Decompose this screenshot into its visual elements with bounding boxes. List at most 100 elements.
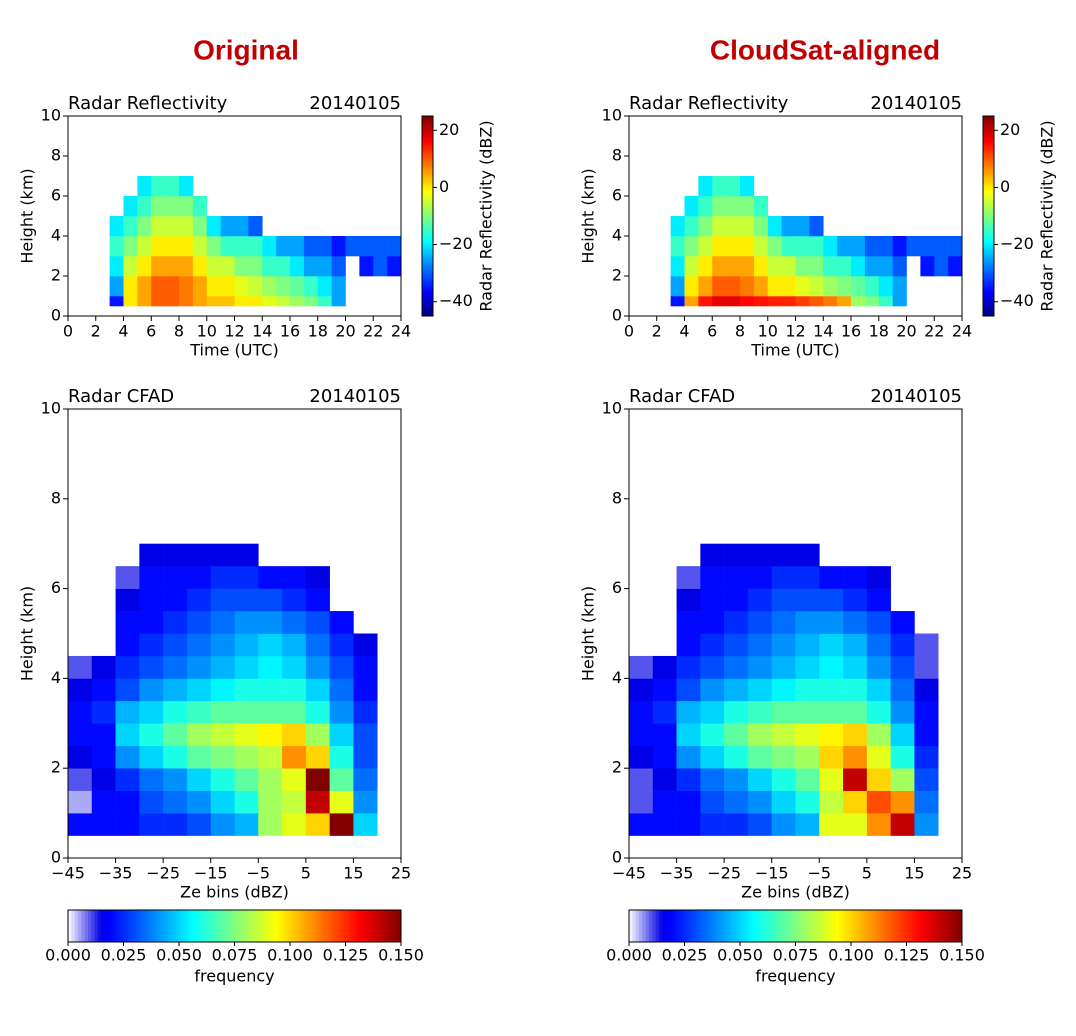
heatmap-cell [781,276,796,297]
heatmap-cell [652,655,677,679]
heatmap-cell [878,236,893,257]
x-tick-label: 0 [63,322,73,341]
heatmap-cell [163,745,188,769]
colorbar-segment [983,308,994,311]
heatmap-cell [248,236,263,257]
colorbar-tick-label: 0.150 [378,946,424,965]
heatmap-cell [700,633,725,657]
colorbar-segment [983,224,994,227]
colorbar-segment [983,146,994,149]
colorbar-segment [244,910,249,942]
heatmap-cell [305,633,330,657]
heatmap-cell [747,543,773,567]
colorbar-label: frequency [194,967,274,986]
heatmap-cell [329,745,354,769]
colorbar-segment [422,120,433,123]
heatmap-cell [353,655,378,679]
colorbar-segment [652,910,657,942]
colorbar-segment [983,124,994,127]
x-tick-label: 22 [924,322,944,341]
y-tick-label: 0 [51,306,61,325]
heatmap-cell [712,236,727,257]
heatmap-cell [914,655,939,679]
heatmap-cell [809,216,824,237]
heatmap-cell [305,745,330,769]
colorbar-segment [983,262,994,265]
colorbar-segment [422,128,433,131]
colorbar-segment [875,910,880,942]
colorbar-segment [822,910,826,942]
heatmap-cell [700,655,725,679]
colorbar-segment [768,910,773,942]
heatmap-cell [115,588,140,612]
heatmap-cell [206,276,221,297]
colorbar-segment [983,274,994,277]
colorbar-segment [665,910,670,942]
colorbar-segment [983,200,994,203]
heatmap-cell [115,700,140,724]
colorbar-segment [94,910,99,942]
colorbar-segment [682,910,687,942]
colorbar-segment [648,910,653,942]
colorbar-segment [915,910,920,942]
heatmap-cell [747,790,773,814]
colorbar-segment [983,272,994,275]
heatmap-cell [819,588,844,612]
heatmap-cell [192,296,208,307]
colorbar-segment [983,164,994,167]
colorbar-segment [765,910,770,942]
colorbar-segment [983,276,994,279]
heatmap-cell [864,236,880,257]
colorbar-segment [422,254,433,257]
heatmap-cell [282,745,307,769]
heatmap-cell [353,678,378,702]
colorbar-segment [422,310,433,313]
heatmap-cell [819,611,844,634]
colorbar-segment [297,910,302,942]
y-tick-label: 4 [612,226,622,245]
heatmap-cell [151,256,166,277]
colorbar-segment [422,248,433,251]
colorbar-segment [197,910,202,942]
heatmap-cell [670,216,685,237]
colorbar-segment [354,910,359,942]
heatmap-cell [724,566,749,589]
colorbar-segment [422,308,433,311]
colorbar-segment [422,268,433,271]
colorbar-segment [983,204,994,207]
colorbar-segment [845,910,850,942]
heatmap-cell [68,745,93,769]
colorbar-segment [983,132,994,135]
colorbar-segment [422,202,433,205]
plot-frame [628,408,963,859]
heatmap-cell [890,611,915,634]
colorbar-segment [71,910,76,942]
colorbar-segment [422,232,433,235]
chart-title: Radar CFAD [629,386,735,407]
heatmap-cell [282,768,307,791]
heatmap-cell [795,611,820,634]
heatmap-cell [753,196,769,217]
colorbar-segment [422,272,433,275]
colorbar-segment [878,910,883,942]
heatmap-cell [795,276,810,297]
x-tick-label: −25 [146,864,180,883]
heatmap-cell [123,236,138,257]
colorbar-segment [422,218,433,221]
heatmap-cell [331,256,346,277]
heatmap-cell [206,256,221,277]
colorbar-segment [782,910,787,942]
colorbar-segment [983,266,994,269]
colorbar-segment [725,910,730,942]
heatmap-cell [843,790,868,814]
colorbar-segment [983,170,994,173]
heatmap-cell [163,588,188,612]
heatmap-cell [866,611,891,634]
x-tick-label: −5 [807,864,831,883]
x-tick-label: −5 [246,864,270,883]
heatmap-cell [724,768,749,791]
colorbar-tick-label: −20 [439,234,473,253]
colorbar-segment [842,910,846,942]
x-tick-label: 12 [224,322,244,341]
x-tick-label: 6 [707,322,717,341]
